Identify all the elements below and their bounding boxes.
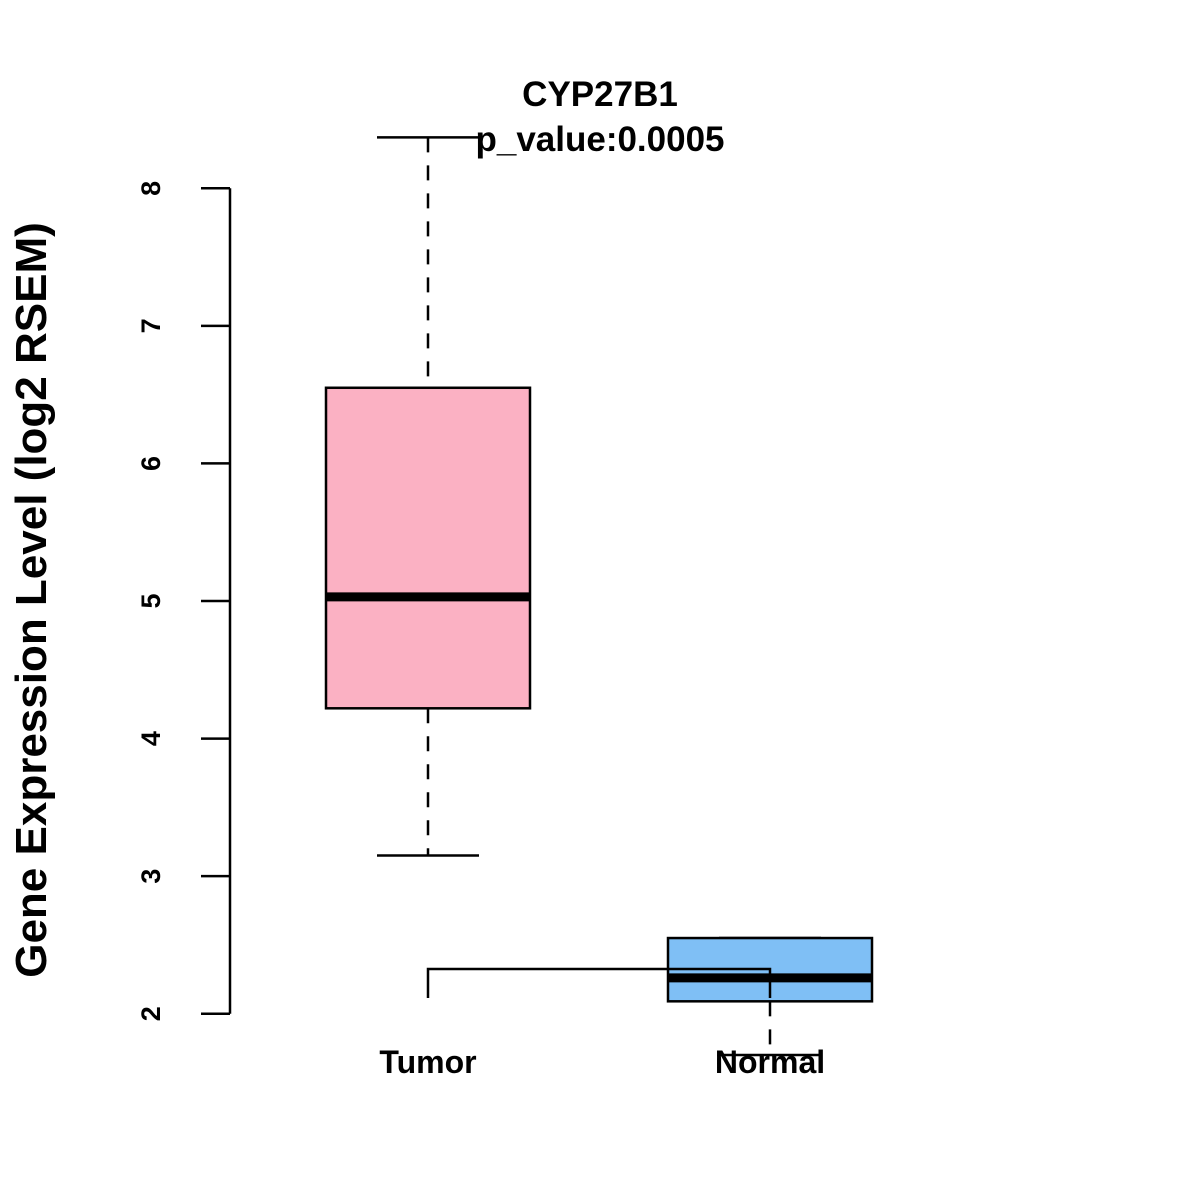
y-tick-label: 5 <box>136 593 166 608</box>
chart-subtitle: p_value:0.0005 <box>475 120 724 159</box>
iqr-box <box>324 386 532 710</box>
y-tick-label: 7 <box>136 318 166 333</box>
y-axis-label: Gene Expression Level (log2 RSEM) <box>7 222 56 978</box>
comparison-bracket <box>426 967 772 998</box>
y-tick-label: 8 <box>136 181 166 196</box>
y-tick-label: 4 <box>136 731 166 746</box>
x-category-label-normal: Normal <box>715 1044 825 1080</box>
box-group <box>324 136 874 1057</box>
box-tumor <box>324 136 532 857</box>
y-tick-label: 6 <box>136 456 166 471</box>
y-axis: 2 3 4 5 6 7 8 <box>136 181 232 1021</box>
bracket-line <box>426 967 772 998</box>
x-axis-labels: Tumor Normal <box>379 1044 825 1080</box>
y-tick-label: 2 <box>136 1006 166 1021</box>
x-category-label-tumor: Tumor <box>379 1044 476 1080</box>
chart-title: CYP27B1 <box>522 75 678 114</box>
y-tick-label: 3 <box>136 869 166 884</box>
